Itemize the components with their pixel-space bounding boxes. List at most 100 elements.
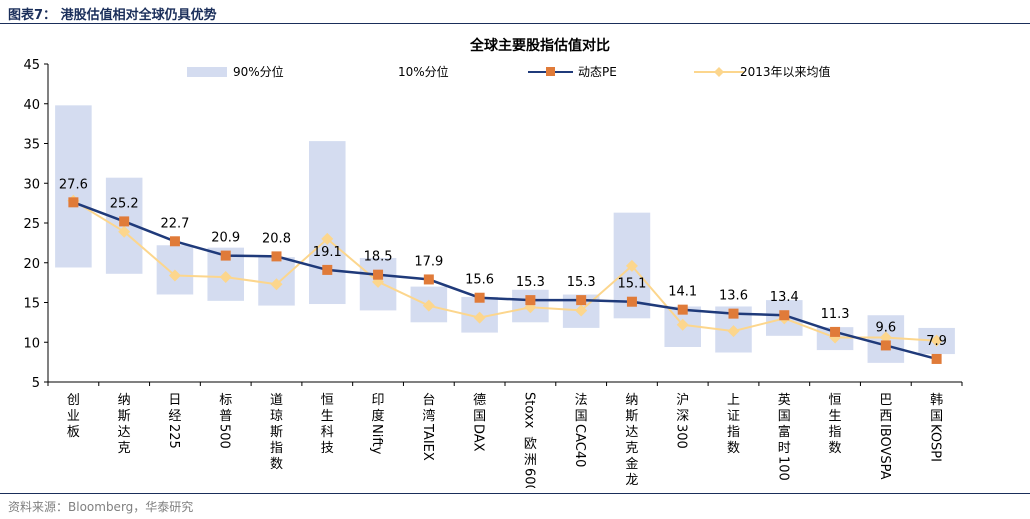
x-category-char-2: 日	[168, 393, 181, 408]
pe-value-label-4: 20.8	[262, 231, 291, 246]
x-category-char-15: 生	[829, 409, 842, 424]
avg-marker-13	[727, 325, 740, 338]
x-category-run-6: Nifty	[369, 424, 384, 455]
avg-marker-3	[219, 271, 232, 284]
pe-value-label-9: 15.3	[516, 275, 545, 290]
pe-value-label-15: 11.3	[821, 307, 850, 322]
band-10-8	[461, 332, 498, 382]
avg-marker-12	[676, 318, 689, 331]
x-category-char-11: 达	[625, 425, 638, 440]
x-category-run-2: 225	[166, 424, 181, 449]
figure-header: 图表7： 港股估值相对全球仍具优势	[0, 0, 1030, 24]
y-tick-label-3: 20	[23, 257, 40, 272]
band-10-13	[715, 352, 752, 382]
legend-swatch-band	[187, 67, 227, 77]
x-category-char-14: 时	[778, 441, 791, 456]
y-tick-label-2: 15	[23, 297, 40, 312]
y-tick-label-0: 5	[32, 376, 40, 391]
x-category-char-13: 证	[727, 409, 740, 424]
band-10-12	[664, 347, 702, 382]
pe-marker-9	[525, 295, 536, 306]
y-tick-label-8: 45	[23, 58, 40, 73]
pe-marker-11	[626, 296, 637, 307]
x-category-char-8: 国	[473, 409, 486, 424]
x-category-char-9: 欧	[524, 437, 537, 452]
x-category-char-5: 技	[321, 441, 334, 456]
x-category-run-9: 600	[521, 468, 536, 488]
x-category-run-8: DAX	[471, 424, 486, 452]
band-10-16	[867, 362, 905, 382]
pe-value-label-1: 25.2	[110, 196, 139, 211]
pe-value-label-10: 15.3	[567, 275, 596, 290]
x-category-char-7: 台	[422, 393, 435, 408]
legend-item-band-bottom: 10%分位	[352, 64, 449, 79]
band-10-15	[816, 350, 854, 382]
pe-marker-5	[322, 264, 333, 275]
band-10-4	[258, 305, 295, 382]
band-10-5	[308, 304, 346, 382]
avg-marker-5	[321, 232, 334, 245]
legend-swatch-pe-marker	[546, 67, 555, 76]
pe-marker-7	[423, 274, 434, 285]
pe-value-label-14: 13.4	[770, 290, 799, 305]
pe-value-label-11: 15.1	[617, 277, 646, 292]
x-category-char-0: 创	[67, 393, 80, 408]
chart-area: 全球主要股指估值对比 90%分位 10%分位 动态PE 2013年以来均值	[0, 24, 1030, 488]
pe-value-label-6: 18.5	[364, 250, 393, 265]
pe-marker-14	[779, 310, 790, 321]
pe-marker-13	[728, 308, 739, 319]
x-category-run-14: 100	[775, 456, 790, 481]
x-category-char-0: 业	[67, 409, 80, 424]
pe-value-label-12: 14.1	[668, 285, 697, 300]
x-category-char-1: 纳	[118, 393, 131, 408]
x-category-char-4: 道	[270, 393, 283, 408]
pe-marker-0	[68, 197, 79, 208]
x-category-char-12: 深	[676, 409, 689, 424]
band-90-5	[308, 141, 346, 305]
pe-series	[68, 197, 942, 364]
x-category-char-4: 指	[270, 441, 283, 456]
avg-marker-10	[575, 304, 588, 317]
band-10-6	[359, 310, 397, 382]
avg-marker-11	[625, 259, 638, 272]
legend-label-band-bottom: 10%分位	[398, 64, 449, 79]
pe-marker-17	[931, 353, 942, 364]
pe-value-label-13: 13.6	[719, 289, 748, 304]
x-category-run-12: 300	[674, 424, 689, 449]
chart-title: 全球主要股指估值对比	[469, 37, 610, 54]
x-category-char-0: 板	[67, 425, 80, 440]
x-category-char-11: 龙	[625, 473, 638, 488]
chart-legend: 90%分位 10%分位 动态PE 2013年以来均值	[187, 64, 831, 79]
avg-marker-7	[422, 299, 435, 312]
pe-comparison-chart: 全球主要股指估值对比 90%分位 10%分位 动态PE 2013年以来均值	[23, 37, 963, 488]
band-10-9	[512, 322, 549, 382]
x-category-run-10: CAC40	[572, 424, 587, 467]
x-category-char-14: 富	[778, 424, 791, 440]
x-category-char-13: 指	[727, 425, 740, 440]
percentile-bands	[55, 105, 955, 382]
x-category-char-15: 指	[829, 425, 842, 440]
pe-value-label-3: 20.9	[211, 231, 240, 246]
x-category-run-16: IBOVSPA	[877, 424, 892, 480]
x-category-char-9: 洲	[524, 453, 537, 468]
x-category-run-9: Stoxx	[521, 392, 536, 429]
x-category-char-15: 数	[829, 441, 842, 456]
x-category-char-16: 巴	[879, 393, 892, 408]
pe-value-label-16: 9.6	[875, 320, 896, 335]
x-category-char-3: 标	[219, 393, 232, 408]
pe-value-label-2: 22.7	[160, 216, 189, 231]
band-10-14	[765, 335, 803, 382]
y-tick-label-7: 40	[23, 98, 40, 113]
x-category-char-11: 纳	[625, 393, 638, 408]
band-10-11	[613, 318, 651, 382]
x-category-char-13: 数	[727, 441, 740, 456]
band-10-0	[55, 267, 92, 382]
figure-title: 图表7： 港股估值相对全球仍具优势	[8, 8, 217, 23]
